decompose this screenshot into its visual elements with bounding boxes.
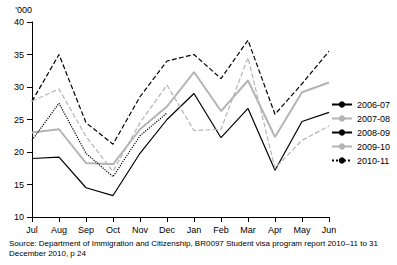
svg-text:Jan: Jan <box>187 225 202 235</box>
svg-text:2007-08: 2007-08 <box>357 114 390 124</box>
svg-text:Nov: Nov <box>132 225 149 235</box>
svg-text:'000: '000 <box>15 5 32 15</box>
svg-text:Apr: Apr <box>268 225 282 235</box>
svg-text:Dec: Dec <box>159 225 176 235</box>
svg-text:Jun: Jun <box>322 225 337 235</box>
svg-text:May: May <box>293 225 311 235</box>
svg-text:20: 20 <box>14 147 24 157</box>
svg-text:30: 30 <box>14 82 24 92</box>
svg-text:Oct: Oct <box>106 225 121 235</box>
svg-text:15: 15 <box>14 180 24 190</box>
svg-text:2008-09: 2008-09 <box>357 128 390 138</box>
svg-text:Source: Department of Immigrat: Source: Department of Immigration and Ci… <box>9 239 380 248</box>
svg-text:Feb: Feb <box>213 225 229 235</box>
svg-text:December 2010, p 24: December 2010, p 24 <box>9 249 86 258</box>
svg-text:40: 40 <box>14 17 24 27</box>
svg-text:2010-11: 2010-11 <box>357 156 389 166</box>
svg-text:35: 35 <box>14 50 24 60</box>
svg-text:2009-10: 2009-10 <box>357 142 390 152</box>
svg-text:25: 25 <box>14 115 24 125</box>
svg-text:Sep: Sep <box>78 225 94 235</box>
svg-text:2006-07: 2006-07 <box>357 100 390 110</box>
svg-text:Jul: Jul <box>26 225 38 235</box>
svg-text:Mar: Mar <box>240 225 256 235</box>
svg-text:Aug: Aug <box>51 225 67 235</box>
svg-text:10: 10 <box>14 212 24 222</box>
